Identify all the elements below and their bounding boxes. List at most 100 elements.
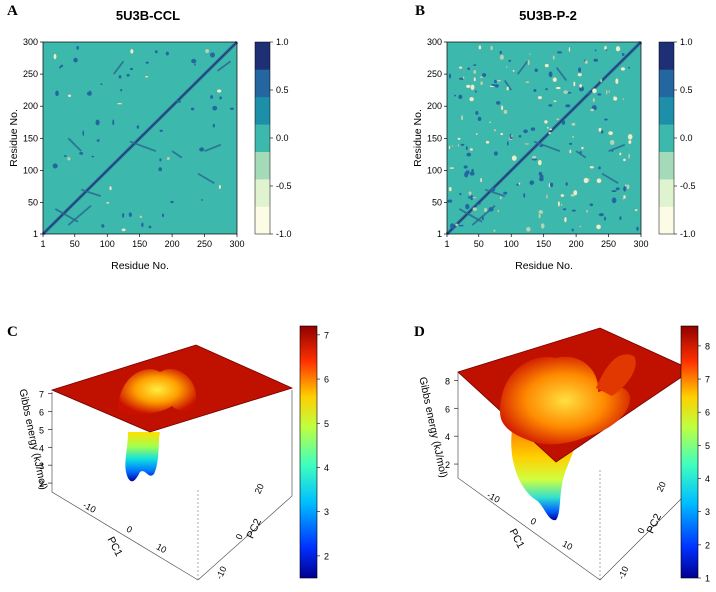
correlation-streak (517, 60, 529, 75)
z-tick-label: 2 (445, 460, 450, 470)
colorbar-tick-label: 7 (324, 330, 329, 340)
correlation-patch (611, 149, 614, 153)
colorbar-tick-label: 5 (705, 441, 710, 451)
correlation-patch (459, 192, 462, 196)
correlation-patch (154, 50, 158, 54)
colorbar-tick-label: -1.0 (276, 229, 292, 239)
correlation-patch (563, 216, 567, 223)
z-tick-label: 4 (39, 443, 44, 453)
correlation-patch (494, 79, 497, 84)
correlation-patch (458, 94, 463, 100)
z-tick-label: 5 (39, 425, 44, 435)
correlation-patch (485, 140, 490, 144)
correlation-patch (605, 49, 608, 51)
z-tick-label: 3 (39, 461, 44, 471)
correlation-patch (562, 208, 567, 211)
correlation-patch (159, 158, 162, 162)
colorbar-gradient (299, 325, 318, 579)
correlation-patch (55, 90, 59, 97)
colorbar-tick-label: -1.0 (680, 229, 696, 239)
correlation-patch (479, 177, 483, 183)
correlation-patch (499, 50, 502, 55)
correlation-patch (170, 200, 174, 204)
correlation-patch (145, 61, 149, 64)
correlation-patch (86, 91, 92, 96)
correlation-patch (565, 182, 568, 186)
correlation-patch (490, 45, 494, 51)
correlation-streak (67, 205, 92, 226)
colorbar-band (255, 179, 270, 207)
correlation-patch (508, 59, 512, 63)
correlation-patch (477, 116, 482, 121)
colorbar-band (659, 42, 674, 70)
energy-channel (596, 354, 636, 396)
correlation-streak (80, 188, 102, 197)
correlation-patch (518, 134, 522, 138)
colorbar-band (255, 206, 270, 235)
correlation-patch (499, 54, 505, 61)
correlation-patch (165, 51, 169, 56)
correlation-patch (589, 165, 595, 169)
correlation-patch (76, 45, 79, 50)
correlation-patch (67, 94, 72, 98)
correlation-patch (162, 213, 165, 218)
correlation-patch (636, 226, 639, 231)
correlation-patch (569, 142, 573, 145)
correlation-patch (52, 163, 58, 169)
correlation-patch (580, 146, 585, 150)
correlation-patch (455, 223, 459, 227)
correlation-patch (622, 97, 625, 101)
correlation-patch (549, 128, 553, 131)
correlation-patch (457, 137, 461, 141)
z-axis-label: Gibbs energy (kJ/mol) (16, 388, 49, 491)
panel-letter: D (414, 324, 425, 340)
correlation-patch (116, 102, 123, 105)
correlation-patch (612, 96, 618, 102)
correlation-patch (597, 93, 602, 96)
correlation-patch (473, 69, 477, 75)
y-tick-label: 50 (28, 198, 38, 208)
correlation-patch (611, 190, 617, 193)
correlation-patch (525, 226, 531, 232)
colorbar: 2 3 4 5 6 7 (299, 325, 329, 579)
colorbar-tick-label: 1.0 (680, 37, 693, 47)
correlation-patch (229, 107, 234, 110)
correlation-patch (473, 77, 477, 82)
correlation-patch (506, 141, 509, 146)
correlation-patch (481, 73, 487, 78)
colorbar-band (255, 69, 270, 98)
colorbar-tick-label: 2 (705, 540, 710, 550)
correlation-patch (467, 196, 473, 199)
y-tick-label: 150 (23, 133, 38, 143)
correlation-patch (544, 63, 550, 68)
x-tick-label: 200 (165, 239, 180, 249)
correlation-patch (578, 83, 583, 88)
correlation-patch (614, 78, 619, 85)
correlation-patch (628, 66, 631, 69)
correlation-patch (571, 209, 576, 212)
colorbar-tick-label: 3 (324, 507, 329, 517)
x-axis-label: Residue No. (111, 260, 169, 272)
correlation-patch (618, 152, 622, 156)
correlation-patch (552, 55, 556, 60)
correlation-streak (67, 137, 82, 152)
correlation-patch (460, 143, 465, 146)
correlation-patch (121, 228, 126, 232)
correlation-patch (53, 53, 57, 60)
correlation-patch (627, 133, 633, 140)
correlation-streak (171, 150, 183, 159)
z-tick-label: 6 (39, 407, 44, 417)
heatmap-panel-b: B 5U3B-P-21 50 100 150 200 250 3001501001502002… (412, 3, 696, 272)
correlation-patch (467, 67, 471, 70)
correlation-patch (578, 67, 582, 73)
correlation-patch (448, 186, 452, 192)
correlation-patch (465, 170, 470, 175)
pc1-tick-label: 10 (561, 539, 575, 553)
colorbar-band (659, 206, 674, 235)
correlation-patch (583, 177, 589, 184)
pc1-tick-label: -10 (485, 490, 501, 505)
correlation-patch (553, 100, 557, 103)
correlation-patch (585, 209, 589, 214)
correlation-patch (496, 79, 502, 82)
correlation-patch (530, 127, 536, 131)
